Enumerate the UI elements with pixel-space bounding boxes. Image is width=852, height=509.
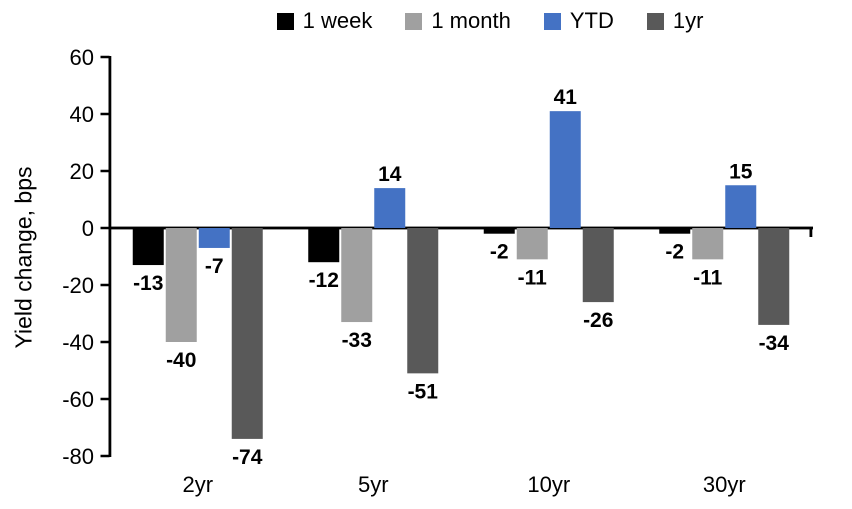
y-tick: [100, 169, 110, 173]
bar-value-label: -7: [205, 255, 224, 278]
y-tick: [100, 226, 110, 230]
bar-1yr-2yr: [231, 228, 263, 439]
zero-axis-line: [108, 226, 813, 230]
bar-value-label: -11: [518, 266, 548, 289]
bar-value-label: -2: [665, 241, 684, 264]
bar-value-label: -34: [759, 332, 790, 355]
y-tick-label: 40: [70, 102, 94, 127]
legend-label: 1 month: [431, 8, 511, 33]
y-tick-label: 60: [70, 45, 94, 70]
bar-1-month-5yr: [341, 228, 373, 323]
y-axis-line: [108, 56, 112, 457]
y-tick-label: -80: [62, 444, 94, 469]
bar-value-label: -13: [133, 272, 163, 295]
x-category-label: 30yr: [703, 472, 746, 497]
y-tick: [100, 340, 110, 344]
bar-1-week-10yr: [483, 228, 515, 234]
bar-value-label: -26: [583, 309, 613, 332]
legend-item-YTD: YTD: [543, 8, 614, 34]
bar-1yr-10yr: [582, 228, 614, 303]
legend-label: 1yr: [672, 8, 704, 33]
bar-value-label: -40: [166, 349, 196, 372]
chart-legend: 1 week 1 month YTD 1yr: [128, 8, 852, 34]
y-tick-label: -40: [62, 330, 94, 355]
legend-label: YTD: [569, 8, 614, 33]
bar-1-week-5yr: [308, 228, 340, 263]
legend-swatch-icon: [276, 12, 294, 30]
bar-value-label: -74: [232, 446, 263, 469]
bar-1-week-30yr: [659, 228, 691, 234]
y-tick: [100, 283, 110, 287]
bar-value-label: 15: [729, 160, 753, 183]
bar-1yr-5yr: [407, 228, 439, 374]
y-tick: [100, 55, 110, 59]
bar-1-month-2yr: [165, 228, 197, 342]
legend-swatch-icon: [646, 12, 664, 30]
y-tick-label: 20: [70, 159, 94, 184]
legend-label: 1 week: [302, 8, 373, 33]
x-category-label: 2yr: [182, 472, 213, 497]
bar-value-label: -33: [342, 329, 372, 352]
legend-swatch-icon: [405, 12, 423, 30]
x-axis-end-tick: [809, 228, 813, 237]
legend-item-1-week: 1 week: [276, 8, 373, 34]
bar-value-label: -12: [309, 269, 339, 292]
bar-YTD-30yr: [725, 185, 757, 228]
y-tick: [100, 397, 110, 401]
x-category-label: 10yr: [527, 472, 570, 497]
bar-YTD-5yr: [374, 188, 406, 228]
bar-YTD-2yr: [198, 228, 230, 248]
y-tick-label: 0: [82, 216, 94, 241]
legend-item-1-month: 1 month: [405, 8, 511, 34]
y-tick-label: -60: [62, 387, 94, 412]
bar-value-label: -2: [490, 241, 509, 264]
bar-value-label: -11: [693, 266, 723, 289]
y-axis-title: Yield change, bps: [10, 166, 37, 349]
bar-1yr-30yr: [758, 228, 790, 325]
x-category-label: 5yr: [358, 472, 389, 497]
y-tick-label: -20: [62, 273, 94, 298]
legend-item-1yr: 1yr: [646, 8, 704, 34]
bar-value-label: 41: [554, 86, 578, 109]
y-tick: [100, 112, 110, 116]
bar-1-month-10yr: [516, 228, 548, 260]
legend-swatch-icon: [543, 12, 561, 30]
bar-1-month-30yr: [692, 228, 724, 260]
bar-value-label: 14: [378, 163, 402, 186]
y-tick: [100, 454, 110, 458]
bar-YTD-10yr: [549, 111, 581, 228]
bar-1-week-2yr: [132, 228, 164, 266]
bar-value-label: -51: [408, 380, 439, 403]
